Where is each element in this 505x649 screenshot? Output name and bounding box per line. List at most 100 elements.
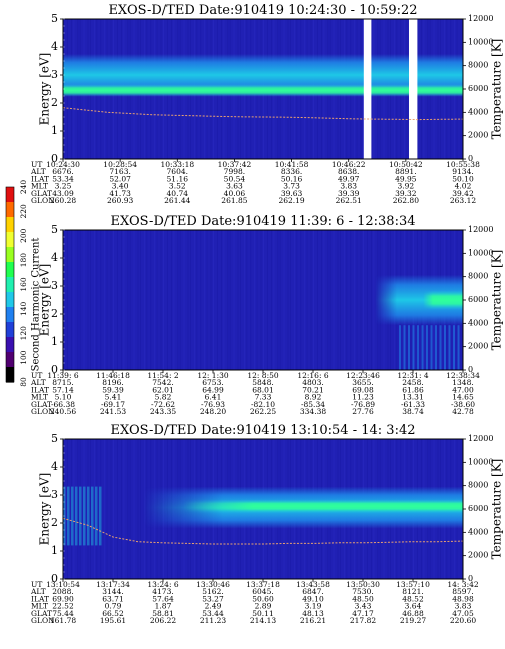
orbit-cell: 47.00: [452, 385, 474, 394]
orbit-cell: 59.39: [102, 385, 124, 394]
orbit-cell: 50.10: [452, 174, 474, 183]
y2-tick-label: 8000: [468, 61, 488, 70]
orbit-row-label: ILAT: [31, 385, 49, 394]
orbit-cell: 12:38:34: [446, 371, 480, 380]
orbit-cell: 10:41:58: [275, 160, 309, 169]
y2-tick-label: 10000: [468, 457, 493, 466]
orbit-cell: 217.82: [350, 616, 376, 625]
orbit-cell: 6847.: [302, 587, 323, 596]
orbit-cell: 12: 8:50: [247, 371, 279, 380]
spectrogram: [63, 19, 463, 159]
orbit-cell: 7542.: [152, 378, 173, 387]
y-tick-label: 4: [51, 460, 58, 473]
energy-streak: [417, 325, 419, 370]
orbit-cell: 2088.: [52, 587, 73, 596]
y-tick-label: 1: [51, 124, 58, 137]
energy-streak: [430, 325, 433, 370]
orbit-cell: 3.64: [405, 602, 422, 611]
y-tick-label: 0: [51, 152, 58, 165]
y-tick-label: 4: [51, 251, 58, 264]
colorbar-tick-label: 120: [19, 326, 28, 341]
orbit-cell: 27.76: [352, 407, 374, 416]
energy-streak: [403, 325, 406, 370]
orbit-cell: -76.89: [351, 400, 375, 409]
orbit-cell: 241.53: [100, 407, 126, 416]
orbit-cell: 42.78: [452, 407, 474, 416]
orbit-cell: 47.17: [352, 609, 374, 618]
energy-streak: [439, 325, 442, 370]
orbit-cell: 219.27: [400, 616, 426, 625]
y-tick-label: 0: [51, 363, 58, 376]
y2-tick-label: 0: [468, 154, 473, 163]
energy-band-core: [183, 499, 463, 514]
orbit-row-label: GLON: [31, 616, 55, 625]
energy-streak: [95, 486, 98, 546]
orbit-row-label: GLON: [31, 196, 55, 205]
orbit-cell: 3.43: [355, 602, 372, 611]
orbit-cell: 49.95: [395, 174, 417, 183]
orbit-cell: 8336.: [281, 167, 302, 176]
orbit-cell: 161.78: [50, 616, 76, 625]
orbit-cell: 48.13: [302, 609, 324, 618]
orbit-cell: 50.16: [281, 174, 303, 183]
orbit-cell: 63.71: [102, 594, 123, 603]
orbit-cell: 69.90: [52, 594, 74, 603]
energy-band-core: [63, 84, 463, 97]
colorbar-tick-label: 220: [19, 204, 28, 219]
orbit-cell: 7530.: [352, 587, 373, 596]
orbit-cell: 5162.: [202, 587, 223, 596]
y2-tick-label: 6000: [468, 84, 488, 93]
orbit-cell: 7163.: [109, 167, 130, 176]
orbit-cell: 6045.: [252, 587, 273, 596]
panel-title: EXOS-D/TED Date:910419 10:24:30 - 10:59:…: [108, 3, 417, 18]
orbit-cell: 3.63: [226, 182, 243, 191]
orbit-cell: 13:43:58: [296, 580, 330, 589]
orbit-cell: 240.56: [50, 407, 76, 416]
orbit-cell: 39.42: [452, 189, 474, 198]
orbit-cell: 12: 1:30: [197, 371, 229, 380]
spectrogram: [63, 230, 463, 370]
orbit-cell: 48.52: [402, 594, 424, 603]
y2-tick-label: 10000: [468, 37, 493, 46]
energy-streak: [457, 325, 460, 370]
orbit-cell: 7604.: [167, 167, 188, 176]
orbit-row-label: GLAT: [31, 400, 52, 409]
orbit-cell: 3.19: [305, 602, 322, 611]
orbit-cell: 263.12: [450, 196, 476, 205]
orbit-cell: 43.09: [52, 189, 74, 198]
orbit-cell: 3.73: [283, 182, 300, 191]
orbit-row-label: UT: [31, 371, 42, 380]
energy-streak: [408, 325, 410, 370]
orbit-cell: 1.87: [155, 602, 172, 611]
colorbar-swatch: [6, 322, 14, 338]
y2-tick-label: 2000: [468, 551, 488, 560]
orbit-cell: 8597.: [452, 587, 473, 596]
orbit-cell: 69.08: [352, 385, 374, 394]
y2-tick-label: 8000: [468, 481, 488, 490]
orbit-row-label: GLON: [31, 407, 55, 416]
orbit-cell: 41.73: [109, 189, 131, 198]
orbit-cell: 3.83: [340, 182, 357, 191]
orbit-cell: 70.21: [302, 385, 323, 394]
orbit-cell: 14: 3:42: [447, 580, 479, 589]
y2-tick-label: 8000: [468, 272, 488, 281]
y-tick-label: 1: [51, 544, 58, 557]
orbit-cell: 64.99: [202, 385, 224, 394]
chart-panel: EXOS-D/TED Date:910419 11:39: 6 - 12:38:…: [30, 214, 504, 416]
y2-tick-label: 4000: [468, 527, 488, 536]
orbit-cell: 211.23: [200, 616, 226, 625]
orbit-cell: 62.01: [152, 385, 173, 394]
temperature-trace: [63, 107, 463, 121]
orbit-cell: 10:46:22: [332, 160, 366, 169]
y-tick-label: 0: [51, 572, 58, 585]
orbit-cell: 49.97: [338, 174, 360, 183]
orbit-cell: -72.62: [151, 400, 175, 409]
orbit-cell: 262.19: [278, 196, 304, 205]
colorbar-swatch: [6, 202, 14, 218]
orbit-cell: 2458.: [402, 378, 423, 387]
orbit-cell: 51.16: [167, 174, 189, 183]
orbit-cell: 10:24:30: [46, 160, 80, 169]
orbit-cell: 39.63: [281, 189, 303, 198]
